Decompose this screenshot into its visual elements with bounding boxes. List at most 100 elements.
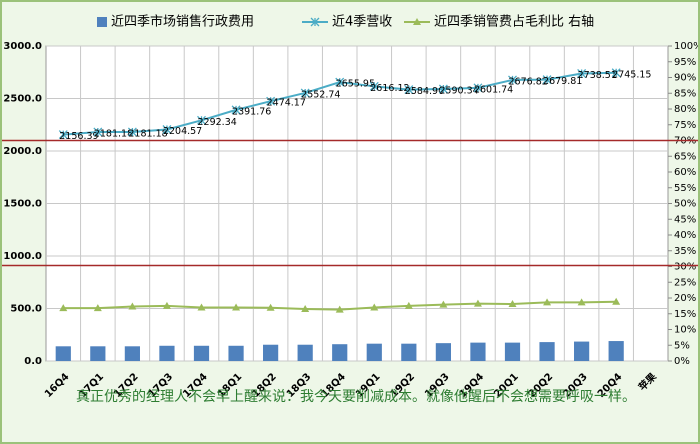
value-label: 2204.57 [163,126,202,137]
value-label: 2156.39 [59,131,98,142]
bar [608,341,624,361]
bar [470,342,486,361]
value-label: 2181.18 [128,128,167,139]
y-tick-label: 1500.0 [3,199,42,210]
y-tick-label: 2000.0 [3,146,42,157]
marker [128,302,137,310]
marker [300,88,310,98]
bar [574,341,590,361]
marker [404,301,413,309]
bar [366,343,382,361]
y2-tick-label: 80% [674,104,696,115]
marker [413,18,421,25]
legend-label: 近4季营收 [332,15,392,30]
marker [404,85,414,95]
bar [124,346,140,361]
marker [266,303,275,311]
marker [231,105,241,115]
y2-tick-label: 15% [674,309,696,320]
marker [543,298,552,306]
y-tick-label: 0.0 [24,356,42,367]
value-label: 2745.15 [612,69,651,80]
marker [508,299,517,307]
bar [193,345,210,361]
marker [58,130,68,140]
y2-tick-label: 55% [674,183,696,194]
marker [310,17,320,27]
marker [93,304,102,312]
y2-tick-label: 75% [674,120,696,131]
bar [159,345,175,361]
value-label: 2679.81 [543,76,582,87]
marker [335,305,344,313]
value-label: 2738.51 [578,70,617,81]
value-label: 2655.95 [336,79,375,90]
marker [438,84,448,94]
marker [59,304,68,312]
marker [127,127,137,137]
legend-swatch [97,17,107,27]
y2-tick-label: 0% [674,356,690,367]
y2-tick-label: 35% [674,246,696,257]
bar [504,342,521,361]
y2-tick-label: 95% [674,57,696,68]
y-tick-label: 500.0 [10,304,42,315]
x-tick-label: 16Q4 [43,371,72,400]
marker [162,125,172,134]
value-label: 2292.34 [198,117,237,128]
marker [301,305,310,313]
bar [297,344,313,361]
bar [55,346,71,361]
bar [539,342,555,361]
bar [90,346,106,361]
marker [577,298,586,306]
value-label: 2552.74 [301,89,340,100]
legend-label: 近四季销管费占毛利比 右轴 [434,15,594,30]
marker [335,77,345,87]
value-label: 2601.74 [474,84,513,95]
caption: 真正优秀的经理人不会早上醒来说：我今天要削减成本。就像他醒后不会想需要呼吸一样。 [76,389,636,405]
y2-tick-label: 5% [674,340,690,351]
bar [401,343,417,361]
y2-tick-label: 45% [674,214,696,225]
marker [473,83,483,93]
bar [435,343,451,361]
marker [612,297,621,305]
marker [577,68,587,78]
marker [266,96,276,106]
value-label: 2676.82 [509,76,548,87]
y2-tick-label: 40% [674,230,696,241]
marker [162,301,171,309]
y2-tick-label: 90% [674,73,696,84]
value-label: 2181.18 [94,128,133,139]
y2-tick-label: 10% [674,325,696,336]
y-tick-label: 2500.0 [3,94,42,105]
bar [228,345,244,361]
y2-tick-label: 50% [674,199,696,210]
bar [263,344,279,361]
y-tick-label: 3000.0 [3,41,42,52]
marker [93,127,103,137]
value-label: 2584.90 [405,86,444,97]
marker [473,299,482,307]
marker [439,300,448,308]
bar [332,344,348,361]
y-tick-label: 1000.0 [3,251,42,262]
marker [542,75,552,85]
marker [508,75,517,85]
y2-tick-label: 65% [674,151,696,162]
value-label: 2391.76 [232,106,271,117]
marker [197,115,206,125]
marker [197,303,206,311]
marker [611,68,621,78]
y2-tick-label: 20% [674,293,696,304]
y2-tick-label: 85% [674,88,696,99]
value-label: 2616.12 [370,83,409,94]
value-label: 2474.17 [267,98,306,109]
marker [370,303,379,311]
value-label: 2590.34 [439,86,478,97]
legend-label: 近四季市场销售行政费用 [111,14,254,30]
y2-tick-label: 30% [674,262,696,273]
